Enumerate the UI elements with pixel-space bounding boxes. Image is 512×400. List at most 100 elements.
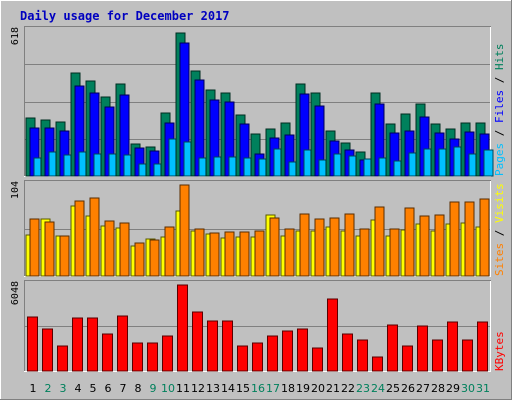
bar-kbytes-day-1 bbox=[27, 316, 38, 372]
bar-kbytes-day-7 bbox=[117, 315, 128, 372]
panel-legend: Sites / Visits bbox=[493, 183, 506, 276]
day-label-25: 25 bbox=[386, 382, 400, 395]
day-label-28: 28 bbox=[431, 382, 445, 395]
bar-kbytes-day-8 bbox=[132, 342, 143, 372]
day-label-6: 6 bbox=[105, 382, 112, 395]
bar-kbytes-day-29 bbox=[447, 321, 458, 372]
day-label-8: 8 bbox=[135, 382, 142, 395]
bar-kbytes-day-24 bbox=[372, 356, 383, 372]
bar-sites-day-27 bbox=[419, 215, 430, 277]
legend-part: Files bbox=[493, 90, 506, 123]
day-label-12: 12 bbox=[191, 382, 205, 395]
legend-part: Pages bbox=[493, 143, 506, 176]
day-label-21: 21 bbox=[326, 382, 340, 395]
day-label-26: 26 bbox=[401, 382, 415, 395]
panel-bottom: 6048 KBytes bbox=[10, 280, 506, 372]
bar-sites-day-28 bbox=[434, 214, 445, 277]
bar-kbytes-day-17 bbox=[267, 335, 278, 372]
bar-sites-day-25 bbox=[389, 228, 400, 277]
day-label-23: 23 bbox=[356, 382, 370, 395]
day-label-14: 14 bbox=[221, 382, 235, 395]
panel-legend: KBytes bbox=[493, 331, 506, 371]
bar-sites-day-31 bbox=[479, 198, 490, 277]
legend-part: Sites bbox=[493, 243, 506, 276]
bar-sites-day-17 bbox=[269, 217, 280, 277]
x-axis-day-labels: 1 2 3 4 5 6 7 8 9 10 11 12 13 14 15 16 17 18 19 20 21 22 23 24 2… bbox=[30, 382, 491, 395]
legend-part: / bbox=[493, 223, 506, 243]
bar-sites-day-11 bbox=[179, 184, 190, 277]
panel-middle: 104 Sites / Visits bbox=[10, 180, 506, 277]
chart-panels: 618 Pages / Files / Hits 104 Sites / Visits… bbox=[10, 26, 506, 372]
bar-kbytes-day-28 bbox=[432, 339, 443, 372]
bar-kbytes-day-15 bbox=[237, 345, 248, 372]
bar-sites-day-18 bbox=[284, 228, 295, 277]
day-label-10: 10 bbox=[161, 382, 175, 395]
bar-sites-day-6 bbox=[104, 220, 115, 277]
bar-kbytes-day-11 bbox=[177, 284, 188, 372]
day-label-11: 11 bbox=[176, 382, 190, 395]
bar-sites-day-16 bbox=[254, 230, 265, 277]
bar-sites-day-22 bbox=[344, 213, 355, 277]
bar-kbytes-day-10 bbox=[162, 335, 173, 372]
day-label-18: 18 bbox=[281, 382, 295, 395]
bar-sites-day-20 bbox=[314, 218, 325, 277]
bar-sites-day-8 bbox=[134, 242, 145, 277]
day-label-24: 24 bbox=[371, 382, 385, 395]
bar-sites-day-21 bbox=[329, 217, 340, 277]
bar-kbytes-day-2 bbox=[42, 328, 53, 372]
day-label-2: 2 bbox=[45, 382, 52, 395]
bar-kbytes-day-4 bbox=[72, 317, 83, 372]
panel-top: 618 Pages / Files / Hits bbox=[10, 26, 506, 177]
bar-kbytes-day-18 bbox=[282, 330, 293, 372]
bar-kbytes-day-16 bbox=[252, 342, 263, 372]
day-label-7: 7 bbox=[120, 382, 127, 395]
y-max-label: 618 bbox=[10, 27, 21, 45]
y-max-label: 104 bbox=[10, 181, 21, 199]
day-label-31: 31 bbox=[476, 382, 490, 395]
bar-sites-day-5 bbox=[89, 197, 100, 277]
day-label-5: 5 bbox=[90, 382, 97, 395]
day-label-16: 16 bbox=[251, 382, 265, 395]
bar-sites-day-10 bbox=[164, 226, 175, 277]
bar-kbytes-day-20 bbox=[312, 347, 323, 372]
bar-kbytes-day-14 bbox=[222, 320, 233, 372]
day-label-4: 4 bbox=[75, 382, 82, 395]
bar-kbytes-day-25 bbox=[387, 324, 398, 372]
day-label-15: 15 bbox=[236, 382, 250, 395]
bar-sites-day-9 bbox=[149, 239, 160, 277]
bar-sites-day-1 bbox=[29, 218, 40, 277]
bar-sites-day-19 bbox=[299, 213, 310, 277]
day-label-13: 13 bbox=[206, 382, 220, 395]
bar-kbytes-day-19 bbox=[297, 328, 308, 372]
bar-kbytes-day-23 bbox=[357, 339, 368, 372]
bar-sites-day-3 bbox=[59, 235, 70, 277]
legend-part: / bbox=[493, 70, 506, 90]
bar-kbytes-day-22 bbox=[342, 333, 353, 372]
bar-kbytes-day-9 bbox=[147, 342, 158, 372]
bar-kbytes-day-13 bbox=[207, 320, 218, 372]
chart-title: Daily usage for December 2017 bbox=[20, 9, 230, 23]
bar-kbytes-day-30 bbox=[462, 339, 473, 372]
bar-sites-day-4 bbox=[74, 200, 85, 277]
bar-sites-day-24 bbox=[374, 206, 385, 277]
bar-sites-day-2 bbox=[44, 221, 55, 277]
bar-sites-day-26 bbox=[404, 207, 415, 277]
panel-legend: Pages / Files / Hits bbox=[493, 44, 506, 177]
y-max-label: 6048 bbox=[10, 281, 21, 305]
bar-kbytes-day-5 bbox=[87, 317, 98, 372]
day-label-3: 3 bbox=[60, 382, 67, 395]
day-label-30: 30 bbox=[461, 382, 475, 395]
bar-sites-day-14 bbox=[224, 231, 235, 277]
bar-sites-day-15 bbox=[239, 231, 250, 277]
day-label-29: 29 bbox=[446, 382, 460, 395]
day-label-9: 9 bbox=[150, 382, 157, 395]
bar-kbytes-day-3 bbox=[57, 345, 68, 372]
day-label-27: 27 bbox=[416, 382, 430, 395]
bar-kbytes-day-31 bbox=[477, 321, 488, 372]
bar-sites-day-12 bbox=[194, 228, 205, 277]
day-label-1: 1 bbox=[30, 382, 37, 395]
day-label-19: 19 bbox=[296, 382, 310, 395]
bar-sites-day-29 bbox=[449, 201, 460, 277]
bar-sites-day-7 bbox=[119, 222, 130, 277]
